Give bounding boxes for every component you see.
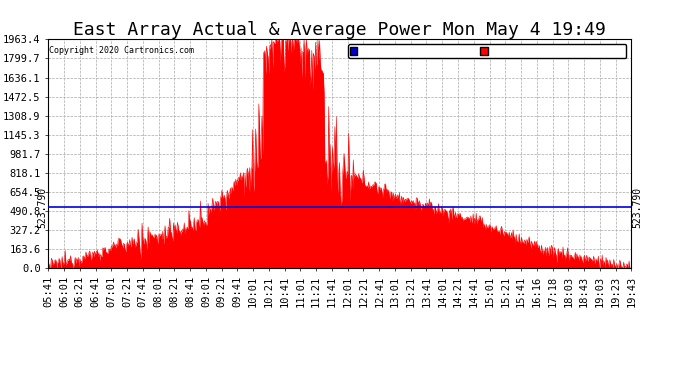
Text: 523.790: 523.790 <box>38 186 48 228</box>
Text: Copyright 2020 Cartronics.com: Copyright 2020 Cartronics.com <box>50 46 195 55</box>
Text: 523.790: 523.790 <box>632 186 642 228</box>
Legend: Average  (DC Watts), East Array  (DC Watts): Average (DC Watts), East Array (DC Watts… <box>348 44 627 58</box>
Title: East Array Actual & Average Power Mon May 4 19:49: East Array Actual & Average Power Mon Ma… <box>73 21 607 39</box>
